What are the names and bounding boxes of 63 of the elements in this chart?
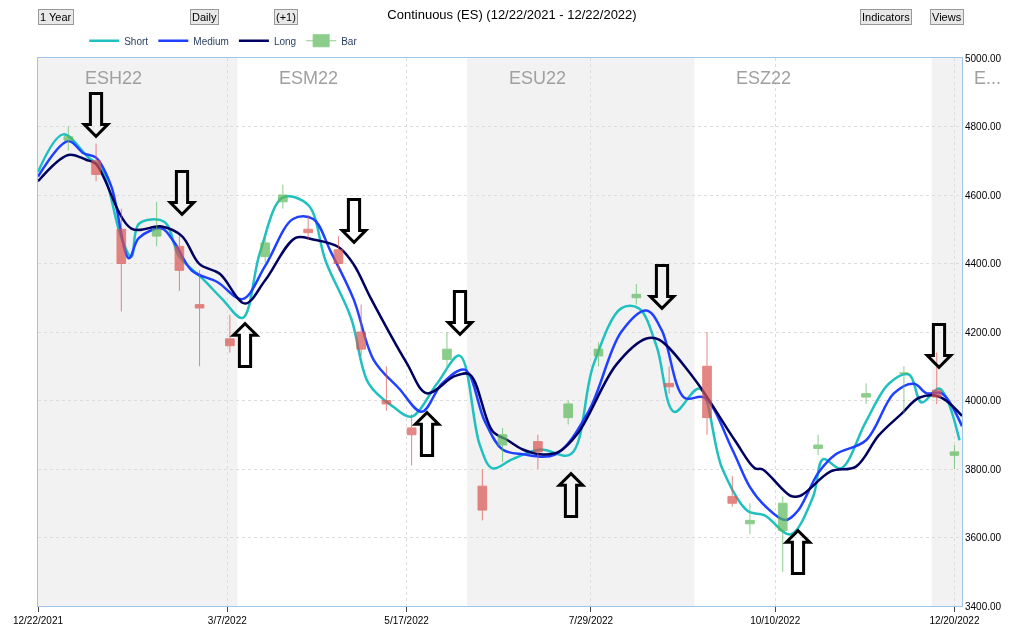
annotation: ESM22 [279, 68, 339, 88]
x-tick-label: 12/22/2021 [12, 615, 64, 626]
y-tick-label: 3400.00 [965, 600, 1002, 612]
candlestick [260, 235, 271, 264]
annotation: ESZ22 [736, 68, 792, 88]
legend-label: Bar [341, 35, 358, 47]
candlestick [63, 126, 74, 151]
annotation: ⇧ [772, 517, 824, 590]
candlestick [278, 184, 288, 210]
candlestick [91, 143, 101, 182]
candlestick [477, 468, 488, 521]
annotation: ⇧ [401, 399, 453, 472]
candlestick [702, 331, 712, 436]
annotation: ⇩ [636, 251, 688, 324]
candlestick [497, 427, 508, 463]
y-tick-label: 4600.00 [965, 189, 1002, 201]
x-tick-label: 5/17/2022 [384, 615, 430, 626]
x-tick-label: 10/10/2022 [750, 615, 801, 626]
text: (+1) [276, 11, 296, 23]
candlestick [745, 502, 755, 535]
candlestick [727, 475, 738, 508]
candlestick [593, 341, 604, 367]
x-tick-label: 7/29/2022 [568, 615, 614, 626]
candlestick [151, 201, 162, 247]
legend-label: Medium [193, 35, 229, 47]
y-tick-label: 4400.00 [965, 258, 1002, 269]
legend-label: Short [124, 35, 149, 47]
y-tick-label: 4000.00 [965, 395, 1002, 406]
candlestick [303, 215, 313, 241]
candlestick [813, 434, 823, 456]
y-tick-label: 4800.00 [965, 121, 1002, 132]
annotation: ⇩ [328, 185, 380, 258]
chart-title: Continuous (ES) (12/22/2021 - 12/22/2022) [387, 6, 637, 22]
x-tick-label: 3/7/2022 [207, 615, 248, 626]
candlestick [861, 382, 871, 405]
candlestick [949, 444, 960, 470]
candlestick [563, 400, 573, 425]
candlestick [174, 235, 185, 292]
candlestick [664, 365, 674, 395]
legend-label: Long [273, 35, 297, 47]
y-tick-label: 3800.00 [965, 463, 1002, 475]
text: 1 Year [40, 11, 72, 23]
candlestick [899, 365, 909, 415]
y-tick-label: 5000.00 [965, 52, 1002, 64]
candlestick [381, 365, 392, 412]
band-label: E... [974, 68, 1002, 88]
annotation: ⇧ [545, 460, 597, 533]
text: Views [932, 11, 962, 23]
text: Indicators [862, 11, 911, 23]
candlestick [533, 434, 543, 470]
x-tick-label: 12/20/2022 [929, 615, 980, 626]
y-tick-label: 4200.00 [965, 326, 1002, 338]
band-label: ESU22 [509, 68, 567, 88]
candlestick [356, 304, 366, 357]
annotation: ⇧ [219, 310, 271, 383]
text: Daily [192, 11, 217, 23]
y-tick-label: 3600.00 [965, 532, 1002, 543]
annotation: ⇩ [156, 157, 208, 230]
candlestick [194, 269, 205, 367]
annotation: ⇩ [913, 310, 965, 383]
annotation: ⇩ [434, 277, 486, 350]
candlestick [116, 208, 127, 312]
candlestick [631, 283, 642, 306]
